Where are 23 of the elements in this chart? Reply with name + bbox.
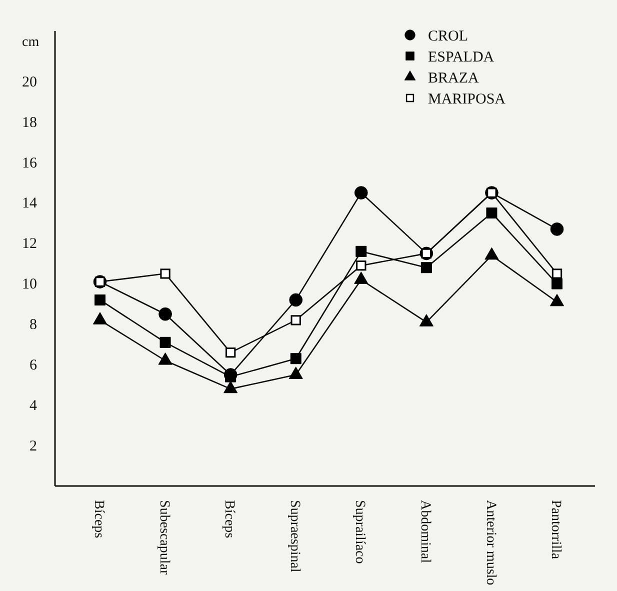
x-tick-label: Pantorrilla: [548, 500, 564, 560]
x-tick-label: Suprailíaco: [352, 500, 368, 564]
y-axis-title: cm: [22, 35, 40, 50]
legend-label: CROL: [428, 28, 468, 44]
y-tick-label: 10: [22, 276, 37, 293]
x-tick-label: Bíceps: [91, 500, 106, 538]
x-tick-label: Abdominal: [418, 500, 433, 564]
y-tick-label: 12: [22, 236, 37, 252]
y-tick-label: 16: [22, 155, 38, 172]
x-tick-label: Supraespinal: [286, 500, 302, 572]
x-tick-label: Bíceps: [222, 500, 237, 538]
y-tick-label: 14: [22, 196, 38, 212]
y-tick-label: 18: [22, 114, 37, 131]
y-tick-label: 6: [30, 357, 38, 374]
y-tick-label: 2: [30, 438, 37, 454]
x-tick-label: Anterior muslo: [482, 500, 498, 586]
legend-label: MARIPOSA: [428, 91, 506, 108]
y-tick-label: 4: [30, 398, 38, 414]
legend-label: BRAZA: [428, 70, 480, 86]
y-tick-label: 8: [30, 317, 37, 334]
y-tick-label: 20: [22, 74, 37, 90]
legend-label: ESPALDA: [428, 49, 494, 66]
x-tick-label: Subescapular: [156, 500, 172, 575]
